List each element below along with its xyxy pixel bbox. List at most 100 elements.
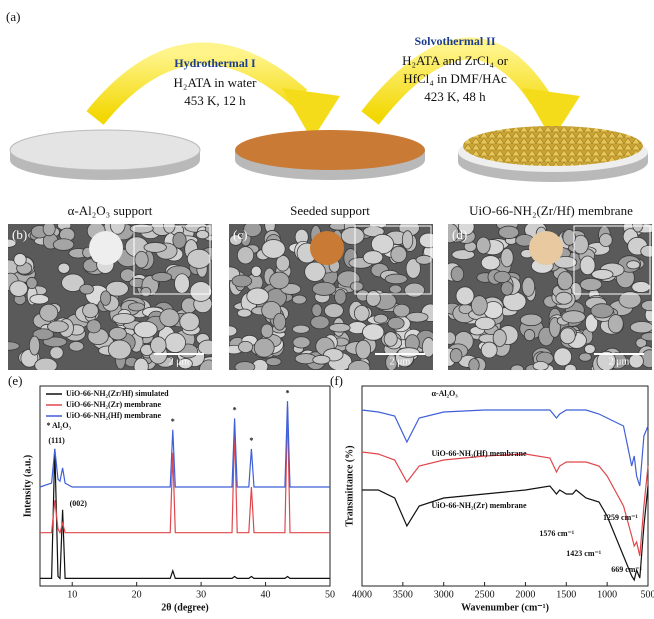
grain — [196, 230, 209, 238]
annotation: (111) — [48, 436, 65, 445]
grain — [608, 315, 623, 333]
grain — [329, 323, 350, 332]
grain — [238, 341, 252, 352]
grain — [174, 274, 189, 294]
panel-label: (a) — [6, 9, 20, 24]
grain — [469, 359, 479, 372]
grain — [366, 291, 380, 307]
grain — [389, 285, 401, 293]
grain — [190, 282, 212, 302]
grain — [558, 272, 573, 290]
grain — [391, 246, 407, 262]
grain — [477, 237, 491, 254]
grain — [348, 361, 370, 377]
grain — [560, 328, 575, 344]
grain — [311, 316, 330, 329]
grain — [451, 267, 464, 282]
annotation: 1259 cm⁻¹ — [603, 513, 638, 522]
x-tick-label: 2500 — [475, 589, 495, 600]
y-axis-title: Intensity (a.u.) — [22, 455, 33, 518]
grain — [580, 278, 602, 290]
grain — [235, 362, 255, 373]
grain — [384, 332, 397, 347]
grain — [388, 317, 404, 329]
grain — [629, 354, 643, 368]
grain — [150, 337, 166, 354]
x-axis-title: Wavenumber (cm⁻¹) — [461, 602, 549, 613]
x-tick-label: 1500 — [556, 589, 576, 600]
annotation: * — [233, 406, 237, 415]
grain — [481, 256, 500, 270]
step-text: 423 K, 48 h — [424, 89, 486, 104]
caption: α-Al₂O₃ support — [68, 203, 153, 218]
grain — [69, 341, 84, 351]
grain — [562, 311, 585, 323]
grain — [48, 321, 69, 333]
grain — [266, 358, 281, 366]
grain — [58, 263, 70, 273]
x-tick-label: 500 — [641, 589, 654, 600]
step-text: 453 K, 12 h — [184, 93, 246, 108]
grain — [394, 304, 410, 317]
sem-image — [441, 217, 654, 374]
grain — [108, 340, 131, 359]
x-tick-label: 50 — [325, 589, 335, 600]
annotation: * — [171, 417, 175, 426]
grain — [87, 320, 101, 333]
grain — [43, 222, 55, 236]
grain — [180, 313, 200, 331]
grain — [30, 295, 49, 305]
grain — [141, 287, 151, 296]
grain — [456, 287, 474, 305]
grain — [237, 309, 251, 317]
annotation: 1423 cm⁻¹ — [566, 549, 601, 558]
grain — [385, 274, 407, 284]
annotation: * Al₂O₃ — [46, 421, 71, 430]
grain — [27, 277, 38, 288]
grain — [565, 364, 577, 374]
grain — [556, 292, 572, 304]
grain — [374, 314, 388, 323]
caption: UiO-66-NH₂(Zr/Hf) membrane — [469, 203, 633, 218]
grain — [627, 261, 640, 269]
x-tick-label: 40 — [261, 589, 271, 600]
grain — [160, 309, 179, 327]
grain — [362, 324, 383, 340]
grain — [630, 322, 653, 333]
sample-photo — [529, 231, 563, 265]
grain — [305, 262, 326, 281]
grain — [444, 332, 455, 344]
grain — [416, 255, 432, 264]
grain — [599, 233, 612, 246]
x-tick-label: 3500 — [393, 589, 413, 600]
grain — [270, 272, 289, 289]
grain — [402, 231, 413, 249]
grain — [481, 342, 497, 358]
grain — [533, 362, 548, 371]
grain — [254, 338, 274, 357]
annotation: 1576 cm⁻¹ — [539, 529, 574, 538]
grain — [293, 325, 310, 333]
disc-support — [10, 130, 200, 180]
grain — [173, 232, 186, 248]
x-tick-label: 30 — [196, 589, 206, 600]
grain — [292, 295, 306, 304]
x-tick-label: 3000 — [434, 589, 454, 600]
grain — [134, 358, 148, 375]
grain — [450, 348, 462, 362]
grain — [144, 242, 166, 252]
series-label: UiO-66-NH₂(Hf) membrane — [431, 449, 526, 458]
grain — [251, 266, 261, 277]
panel-label: (e) — [8, 373, 22, 388]
grain — [135, 251, 148, 268]
grain — [641, 300, 654, 310]
plot-frame — [362, 386, 648, 586]
grain — [152, 272, 172, 281]
grain — [520, 314, 542, 326]
grain — [261, 324, 273, 338]
step-title: Hydrothermal I — [174, 56, 256, 70]
grain — [522, 277, 535, 296]
